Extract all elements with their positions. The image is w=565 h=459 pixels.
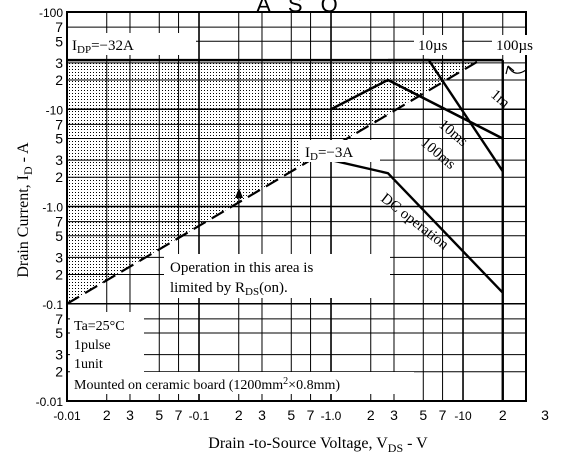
x-tick-label: 7 [307, 407, 315, 423]
condition-mounted: Mounted on ceramic board (1200mm2×0.8mm) [74, 376, 340, 393]
y-tick-label: 3 [55, 55, 63, 71]
x-tick-label: 2 [367, 407, 375, 423]
y-axis-label: Drain Current, ID - A [15, 142, 35, 278]
rds-on-limit-line [66, 59, 481, 305]
condition-unit: 1unit [74, 357, 103, 372]
y-tick-label: -0.1 [42, 298, 63, 312]
x-tick-label: 5 [287, 407, 295, 423]
x-tick-label: 2 [103, 407, 111, 423]
x-tick-label: 5 [419, 407, 427, 423]
y-tick-label: 2 [55, 364, 63, 380]
y-tick-label: 7 [55, 214, 63, 230]
y-tick-label: -0.01 [36, 395, 64, 409]
plot-frame [66, 11, 527, 402]
x-axis-label: Drain -to-Source Voltage, VDS - V [208, 435, 428, 455]
label-1ms: 1m [487, 87, 512, 112]
x-tick-label: 5 [155, 407, 163, 423]
x-tick-label: 7 [175, 407, 183, 423]
y-tick-label: 7 [55, 311, 63, 327]
x-tick-label: 3 [258, 407, 266, 423]
label-10us: 10µs [418, 38, 448, 54]
series-line-10ms [387, 78, 504, 140]
label-100us-arrow [505, 65, 527, 75]
operation-note-line1: Operation in this area is [170, 260, 313, 276]
y-tick-label: 3 [55, 152, 63, 168]
operation-note-line2: limited by RDS(on). [170, 280, 288, 298]
y-tick-label: 5 [55, 131, 63, 147]
y-tick-label: 3 [55, 249, 63, 265]
x-tick-label: -0.01 [53, 409, 81, 423]
x-tick-label: -10 [454, 409, 472, 423]
x-tick-label: -0.1 [189, 409, 210, 423]
x-tick-label: 3 [390, 407, 398, 423]
y-tick-label: -100 [39, 6, 63, 20]
condition-ta: Ta=25°C [74, 319, 125, 334]
y-tick-label: 3 [55, 347, 63, 363]
y-tick-label: 2 [55, 72, 63, 88]
x-tick-label: -1.0 [321, 409, 342, 423]
y-tick-label: -10 [46, 103, 64, 117]
x-tick-label: 3 [126, 407, 134, 423]
y-tick-label: 5 [55, 228, 63, 244]
x-tick-label: 3 [541, 407, 549, 423]
x-tick-label: 2 [499, 407, 507, 423]
operation-area-arrowhead [235, 188, 243, 198]
x-tick-labels: -0.01 2 3 5 7 -0.1 2 3 5 7 -1.0 2 3 5 7 -10 2 3 [53, 407, 549, 423]
y-tick-label: -1.0 [42, 201, 63, 215]
y-tick-label: 5 [55, 33, 63, 49]
y-tick-label: 2 [55, 169, 63, 185]
idp-label: IDP=−32A [72, 38, 134, 56]
condition-pulse: 1pulse [74, 338, 111, 353]
y-tick-label: 7 [55, 116, 63, 132]
label-100us: 100µs [496, 38, 533, 54]
x-tick-label: 7 [439, 407, 447, 423]
id-label: ID=−3A [305, 145, 353, 163]
series-lines [66, 58, 504, 401]
x-tick-label: 2 [235, 407, 243, 423]
y-tick-label: 7 [55, 19, 63, 35]
y-tick-label: 5 [55, 325, 63, 341]
y-tick-label: 2 [55, 266, 63, 282]
